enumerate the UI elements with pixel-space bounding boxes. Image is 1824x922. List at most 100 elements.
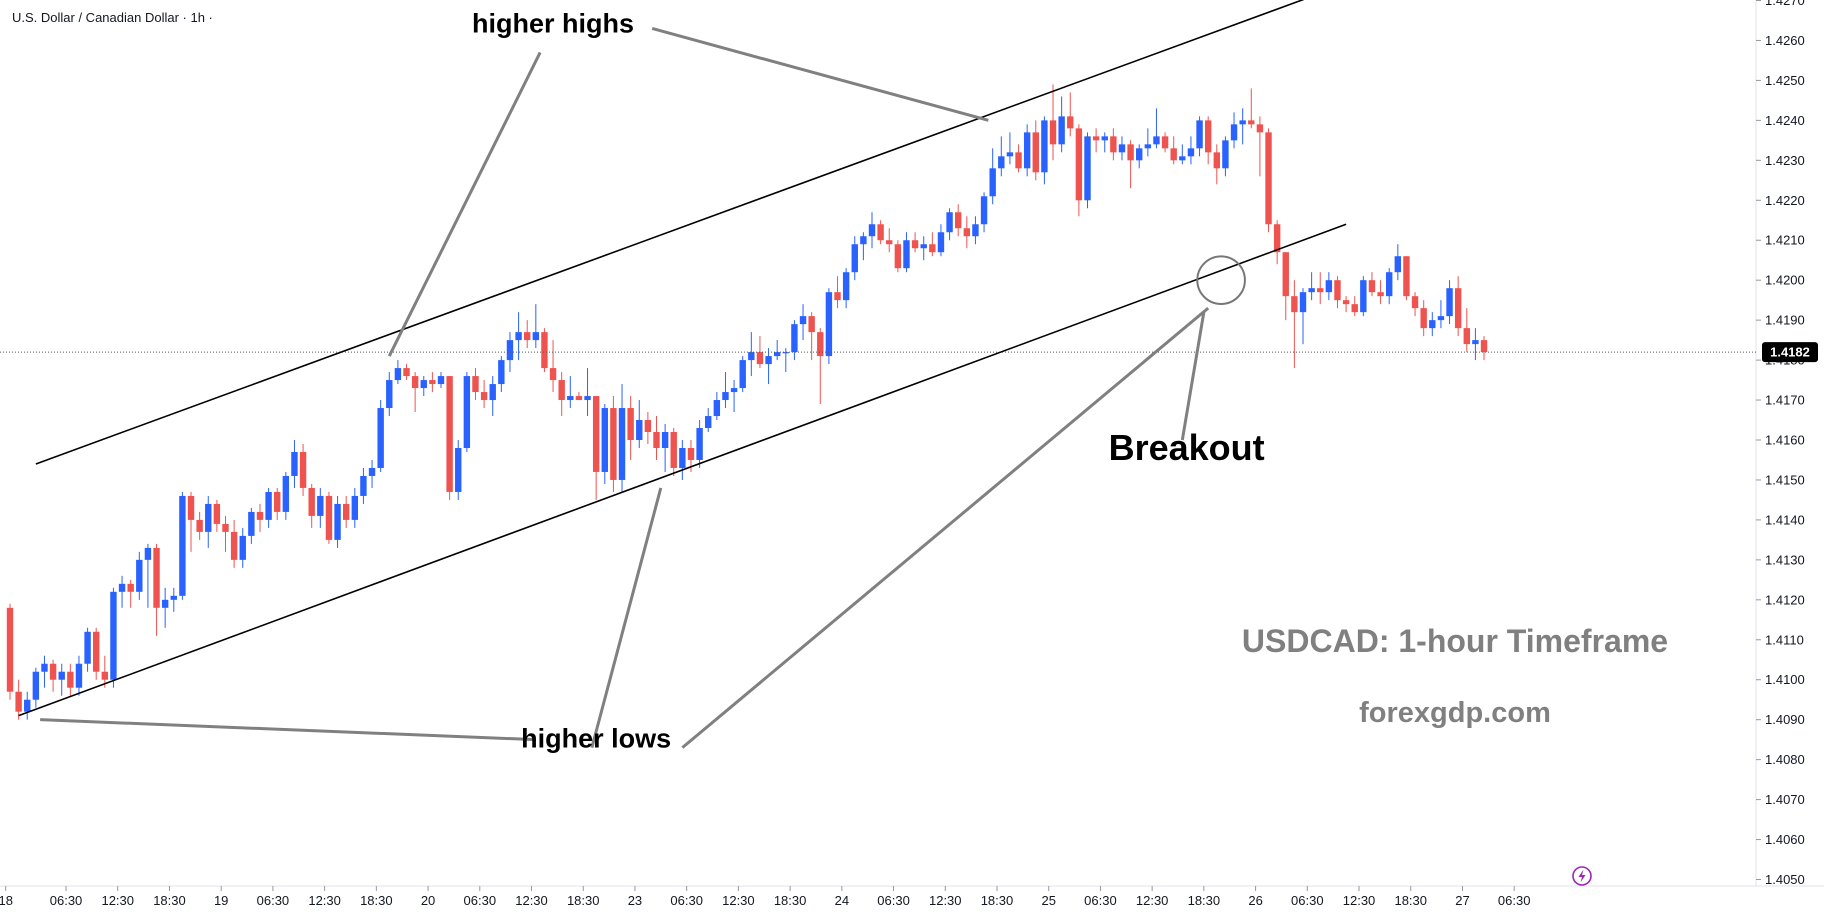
- symbol-title[interactable]: U.S. Dollar / Canadian Dollar · 1h ·: [12, 10, 213, 25]
- time-tick-label: 12:30: [515, 893, 548, 908]
- time-tick-label: 19: [214, 893, 228, 908]
- price-tick-label: 1.4120: [1765, 592, 1805, 607]
- lower-channel-line[interactable]: [18, 223, 1347, 717]
- candle-body-up: [75, 663, 83, 688]
- time-tick-label: 12:30: [1343, 893, 1376, 908]
- candle-body-down: [877, 224, 884, 241]
- annotation-higher-lows: higher lows: [521, 724, 671, 754]
- candle-body-up: [1118, 144, 1126, 153]
- candle-body-up: [920, 244, 927, 249]
- candle-body-up: [860, 236, 867, 245]
- price-tick-label: 1.4080: [1765, 752, 1805, 767]
- candle-body-down: [127, 583, 134, 592]
- upper-channel-line[interactable]: [35, 0, 1312, 465]
- candle-body-up: [84, 631, 91, 664]
- candle-body-up: [420, 380, 427, 389]
- plot-area[interactable]: [0, 0, 1756, 886]
- time-tick-label: 18:30: [360, 893, 393, 908]
- candle-body-down: [627, 408, 634, 440]
- candle-body-down: [1368, 280, 1376, 293]
- candle-body-up: [1101, 136, 1108, 141]
- candle-body-down: [575, 396, 583, 401]
- candle-body-down: [524, 332, 531, 341]
- candle-body-down: [472, 376, 479, 393]
- candle-body-up: [291, 451, 298, 476]
- candle-body-down: [1170, 148, 1177, 161]
- candle-body-down: [1032, 132, 1039, 173]
- candle-body-down: [93, 631, 100, 672]
- candle-body-down: [480, 392, 488, 401]
- time-tick-label: 24: [835, 893, 849, 908]
- candle-body-up: [937, 232, 945, 253]
- candle-body-down: [49, 663, 57, 680]
- price-axis[interactable]: [1756, 0, 1824, 886]
- candle-body-down: [256, 511, 264, 520]
- candle-body-down: [196, 519, 203, 532]
- time-tick-label: 18:30: [567, 893, 600, 908]
- candle-body-up: [463, 376, 471, 448]
- candle-body-down: [756, 352, 764, 365]
- candle-body-up: [170, 595, 177, 600]
- candle-body-down: [894, 244, 902, 269]
- annotation-breakout: Breakout: [1109, 427, 1265, 468]
- trend-lines: [18, 0, 1347, 717]
- time-tick-label: 06:30: [1291, 893, 1324, 908]
- site-watermark: forexgdp.com: [1359, 697, 1551, 729]
- time-tick-label: 06:30: [1084, 893, 1117, 908]
- candle-body-down: [1067, 116, 1074, 129]
- candle-body-down: [1480, 340, 1488, 353]
- time-tick-label: 12:30: [1136, 893, 1169, 908]
- candle-body-up: [386, 380, 393, 409]
- time-tick-label: 06:30: [877, 893, 910, 908]
- candle-body-up: [1429, 320, 1436, 329]
- candle-body-down: [541, 332, 548, 369]
- candle-body-up: [782, 352, 789, 354]
- pointer-line: [40, 718, 536, 742]
- candle-body-down: [153, 547, 160, 608]
- time-tick-label: 12:30: [308, 893, 341, 908]
- candle-body-down: [1291, 296, 1298, 313]
- pointer-line: [651, 27, 989, 122]
- price-tick-label: 1.4260: [1765, 33, 1805, 48]
- candle-body-down: [1015, 152, 1022, 169]
- annotation-pointers: [40, 27, 1210, 749]
- candle-body-down: [1351, 304, 1358, 313]
- candle-body-up: [1084, 136, 1091, 201]
- price-tick-label: 1.4210: [1765, 233, 1805, 248]
- candle-body-up: [32, 671, 40, 700]
- annotation-higher-highs: higher highs: [472, 8, 634, 38]
- candle-body-up: [722, 392, 729, 401]
- candle-body-down: [1403, 256, 1410, 297]
- candle-body-down: [1248, 120, 1255, 125]
- candle-body-down: [929, 244, 936, 253]
- candle-body-down: [558, 380, 565, 401]
- candle-body-up: [1230, 124, 1238, 141]
- timeframe-watermark: USDCAD: 1-hour Timeframe: [1242, 623, 1668, 659]
- candle-body-up: [1006, 152, 1014, 157]
- candle-body-down: [429, 380, 436, 385]
- candle-body-down: [446, 376, 453, 492]
- candle-body-up: [532, 332, 540, 341]
- candle-body-down: [1342, 300, 1350, 305]
- candle-body-down: [808, 316, 815, 333]
- candle-body-down: [911, 240, 919, 249]
- time-axis[interactable]: [0, 886, 1824, 922]
- lightning-icon[interactable]: [1572, 866, 1592, 886]
- candle-body-down: [6, 607, 14, 692]
- candle-body-up: [1136, 148, 1143, 161]
- price-tick-label: 1.4130: [1765, 552, 1805, 567]
- candle-body-down: [592, 396, 600, 472]
- candle-body-up: [58, 671, 65, 680]
- candle-body-down: [1334, 280, 1341, 301]
- candle-body-down: [1075, 128, 1083, 201]
- candle-body-up: [748, 352, 755, 361]
- time-tick-label: 27: [1455, 893, 1469, 908]
- candle-body-up: [851, 244, 858, 273]
- candle-body-down: [274, 491, 281, 512]
- candle-body-down: [67, 671, 74, 688]
- price-tick-label: 1.4160: [1765, 433, 1805, 448]
- candle-body-up: [791, 324, 798, 353]
- candle-body-up: [1325, 280, 1333, 293]
- candle-body-up: [1153, 136, 1160, 145]
